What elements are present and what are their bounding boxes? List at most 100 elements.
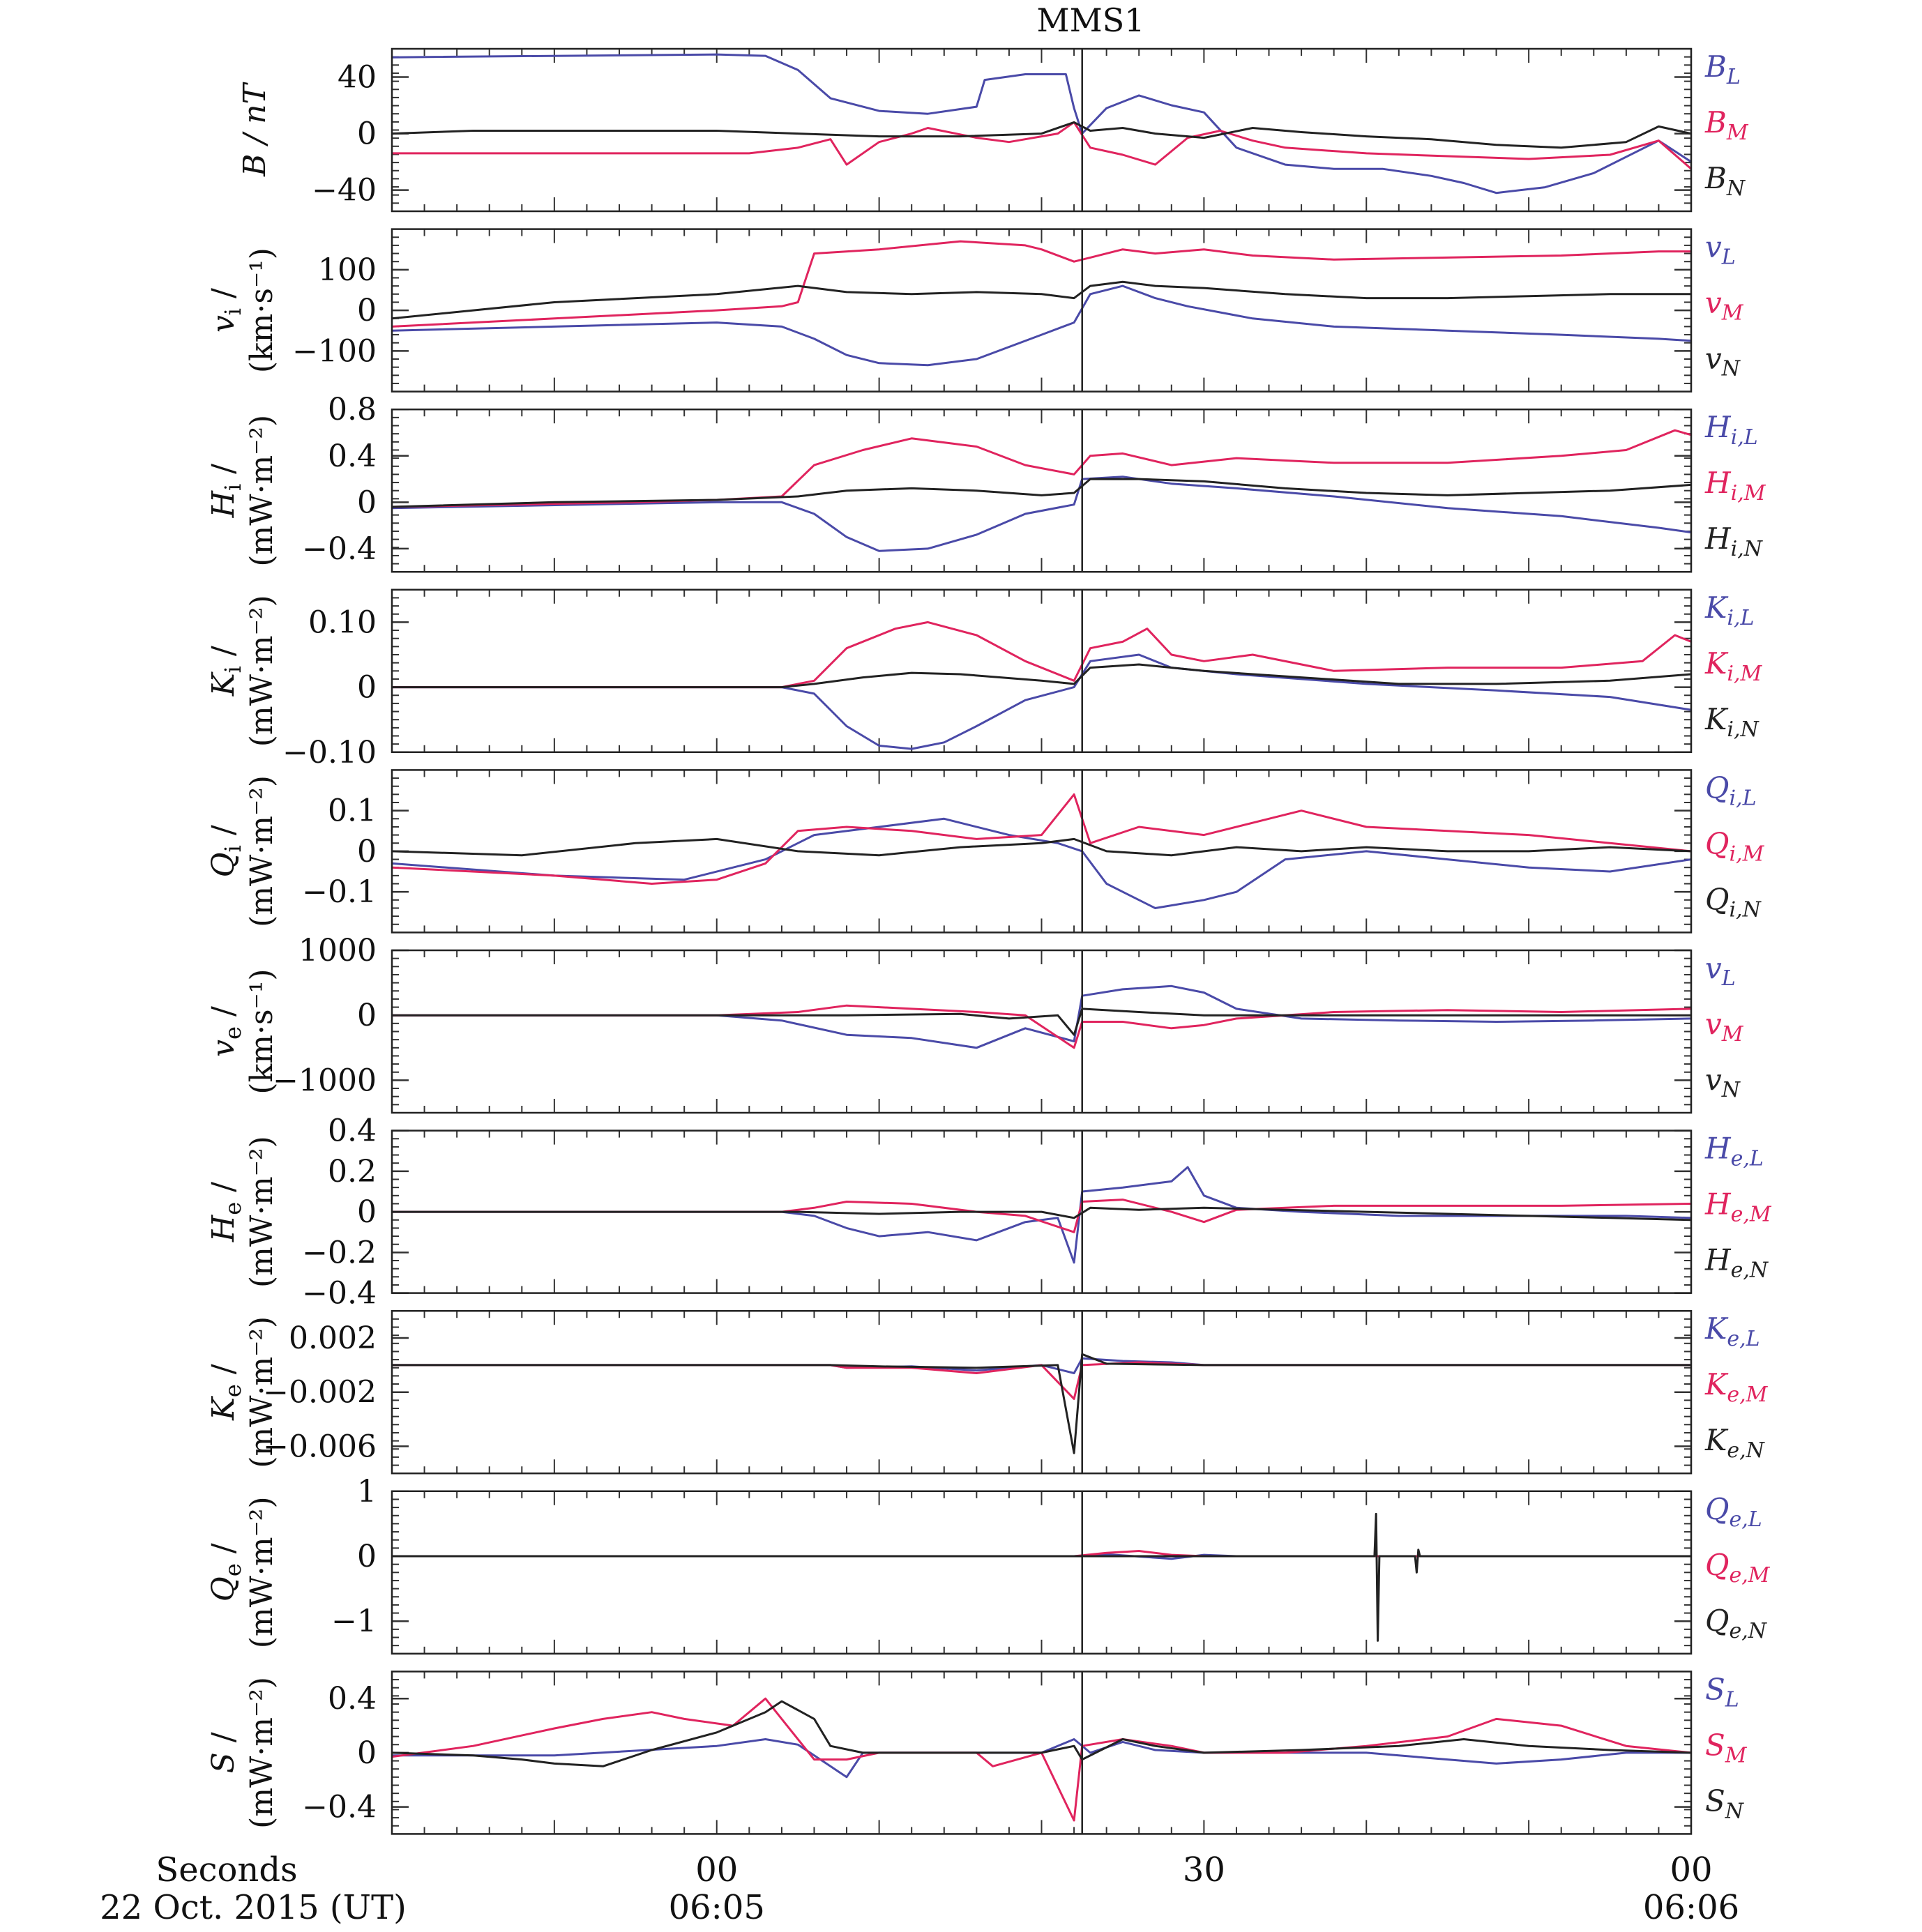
y-tick-label: −0.4: [302, 1790, 377, 1825]
x-tick-label-sec: 00: [1670, 1850, 1712, 1889]
legend-entry-N: Ki,N: [1704, 702, 1760, 742]
y-tick-label: 0: [357, 834, 377, 869]
legend-symbol: v: [1705, 1063, 1722, 1097]
x-axis-label-date: 22 Oct. 2015 (UT): [100, 1888, 407, 1927]
panel-minor-ticks: [391, 1671, 1692, 1834]
legend-symbol: K: [1704, 1311, 1729, 1346]
series-line-N: [392, 121, 1691, 149]
legend-symbol: v: [1705, 1007, 1722, 1041]
panel-minor-ticks: [391, 229, 1692, 392]
y-tick-label: −0.4: [302, 1276, 377, 1311]
y-tick-label: −0.4: [302, 531, 377, 567]
panel-frame: [391, 47, 1693, 213]
panel-series: [392, 1166, 1691, 1264]
x-axis-label-seconds: Seconds: [156, 1850, 297, 1889]
legend-subscript: N: [1725, 1799, 1745, 1823]
y-label-quantity: K: [206, 671, 241, 697]
y-label-quantity: H: [206, 1214, 241, 1242]
y-label-slash: /: [206, 646, 241, 666]
legend-symbol: H: [1704, 466, 1732, 500]
legend-entry-N: vN: [1705, 1063, 1741, 1102]
panel-series: [392, 429, 1691, 552]
legend-symbol: Q: [1705, 882, 1729, 916]
legend-entry-M: Ki,M: [1704, 646, 1763, 686]
y-axis-label: Hi /: [206, 464, 246, 519]
y-label-quantity: K: [206, 1396, 241, 1421]
panel-frame: [391, 1490, 1693, 1655]
y-label-quantity: Q: [206, 852, 241, 877]
y-axis-units: (mW·m⁻²): [244, 415, 280, 567]
panel-minor-ticks: [391, 1311, 1692, 1474]
legend-entry-N: SN: [1705, 1783, 1745, 1823]
y-tick-label: 0.4: [328, 1113, 377, 1149]
series-line-L: [392, 1738, 1691, 1779]
legend-symbol: K: [1704, 591, 1729, 625]
y-tick-label: −0.2: [302, 1235, 377, 1270]
legend-subscript: e,N: [1729, 1619, 1767, 1643]
legend-entry-M: Qe,M: [1705, 1548, 1771, 1588]
legend-subscript: e,L: [1729, 1507, 1762, 1532]
legend-subscript: N: [1721, 1078, 1741, 1102]
y-tick-label: 0.002: [289, 1321, 377, 1356]
series-line-N: [392, 478, 1691, 508]
panel-series: [392, 984, 1691, 1049]
legend-subscript: e,M: [1729, 1563, 1770, 1588]
panel-series: [392, 793, 1691, 909]
legend-subscript: M: [1721, 301, 1744, 326]
panel-4: 0.10−0.1Qi / (mW·m⁻²) Qi,LQi,MQi,N: [206, 769, 1765, 934]
y-tick-label: −100: [292, 333, 377, 369]
legend-subscript: M: [1726, 121, 1749, 145]
series-line-M: [392, 1004, 1691, 1049]
series-line-M: [392, 621, 1691, 689]
legend-subscript: i,N: [1727, 717, 1760, 742]
legend-symbol: v: [1705, 951, 1722, 985]
y-tick-label: 0.10: [308, 604, 377, 640]
y-axis-units: (km·s⁻¹): [244, 248, 280, 373]
legend-entry-N: BN: [1704, 161, 1746, 201]
y-label-subscript: e: [220, 1563, 246, 1576]
legend-symbol: Q: [1705, 1548, 1729, 1582]
legend-symbol: H: [1704, 522, 1732, 556]
y-label-slash: /: [206, 1364, 241, 1384]
panel-2: 0.80.40−0.4Hi / (mW·m⁻²) Hi,LHi,MHi,N: [206, 392, 1766, 573]
series-line-N: [392, 1007, 1691, 1036]
legend-symbol: Q: [1705, 770, 1729, 805]
y-tick-label: 1000: [298, 933, 377, 968]
y-axis-units: (mW·m⁻²): [244, 595, 280, 747]
legend-subscript: e,L: [1727, 1327, 1760, 1351]
y-label-quantity: v: [206, 315, 241, 333]
legend-symbol: Q: [1705, 1492, 1729, 1526]
series-line-N: [392, 837, 1691, 857]
legend-entry-M: BM: [1704, 105, 1749, 145]
panel-6: 0.40.20−0.2−0.4He / (mW·m⁻²) He,LHe,MHe,N: [206, 1113, 1772, 1311]
legend-subscript: e,M: [1727, 1383, 1768, 1407]
y-tick-label: 0: [357, 1539, 377, 1574]
legend-subscript: i,N: [1729, 897, 1762, 922]
legend-subscript: L: [1726, 65, 1741, 89]
y-axis-label: Ki /: [206, 646, 246, 697]
y-tick-label: 0.4: [328, 1681, 377, 1717]
legend-entry-N: He,N: [1704, 1243, 1769, 1283]
y-axis-label: vi /: [206, 288, 246, 333]
series-line-N: [392, 1700, 1691, 1767]
series-line-N: [392, 1512, 1691, 1642]
y-tick-label: −1: [331, 1604, 377, 1639]
legend-entry-L: Hi,L: [1704, 410, 1758, 450]
series-line-L: [392, 53, 1691, 195]
panel-frame: [391, 228, 1693, 393]
legend-symbol: B: [1704, 161, 1727, 195]
y-tick-label: −1000: [273, 1063, 377, 1098]
y-label-slash: /: [206, 1543, 241, 1563]
panel-frame: [391, 1671, 1693, 1835]
x-tick-label-time: 06:06: [1643, 1888, 1739, 1927]
legend-subscript: e,M: [1731, 1203, 1772, 1227]
legend-entry-M: Qi,M: [1705, 826, 1765, 866]
y-label-subscript: i: [220, 308, 246, 315]
y-label-quantity: H: [206, 489, 241, 518]
panel-frame: [391, 949, 1693, 1114]
y-label-quantity: S: [206, 1752, 241, 1773]
y-label-subscript: e: [220, 1384, 246, 1397]
